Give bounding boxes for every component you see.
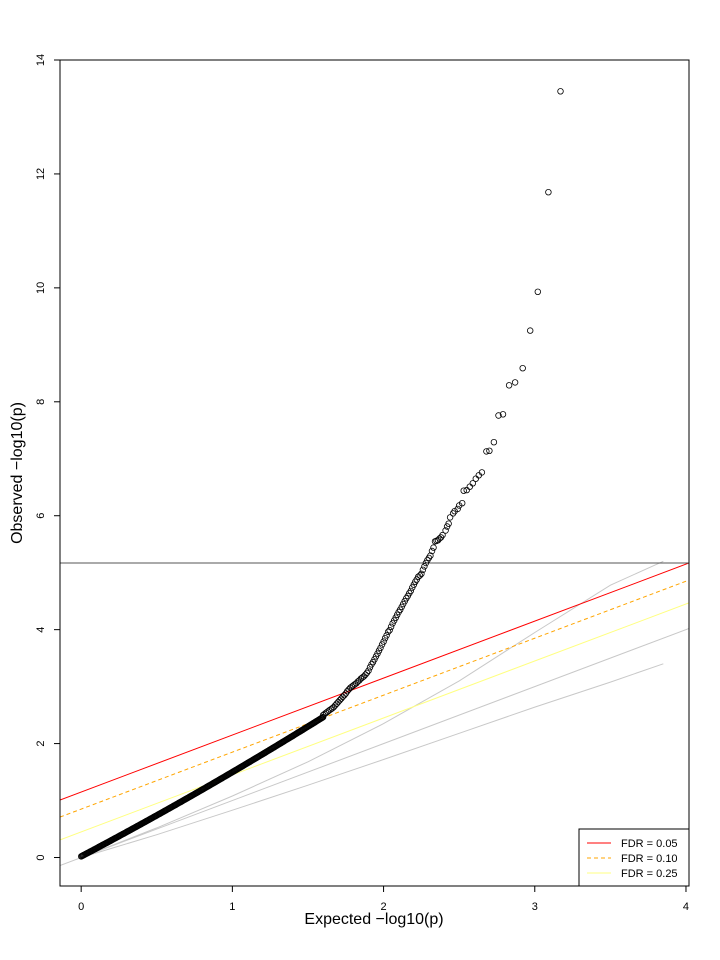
data-point [519, 365, 526, 372]
x-tick-label: 2 [381, 901, 387, 913]
data-point [336, 697, 343, 704]
data-point [431, 538, 439, 545]
data-point [321, 710, 328, 718]
data-point [421, 563, 428, 570]
data-point [466, 483, 473, 490]
series-0 [319, 88, 564, 719]
data-point [428, 547, 436, 555]
data-point [505, 382, 513, 389]
data-point [449, 510, 457, 517]
data-point [557, 88, 564, 95]
data-point [389, 620, 396, 627]
x-axis-title: Expected −log10(p) [304, 911, 443, 928]
data-point [534, 288, 541, 295]
data-point [483, 448, 490, 455]
data-point [381, 635, 389, 642]
data-point [387, 623, 395, 630]
data-point [319, 713, 327, 721]
fdr-line-0 [60, 562, 689, 801]
data-point [386, 627, 393, 634]
x-axis: 0 1 2 3 4 [78, 886, 689, 913]
data-point [495, 412, 502, 419]
y-axis-title: Observed −log10(p) [9, 402, 26, 544]
data-point [511, 379, 519, 386]
data-point [527, 327, 534, 334]
data-point [333, 700, 340, 707]
envelope-line-0 [60, 628, 689, 866]
y-tick-label: 2 [35, 741, 47, 747]
data-point [409, 584, 416, 591]
dense-points-group [77, 713, 327, 860]
data-point [446, 514, 454, 521]
data-point [460, 487, 467, 494]
y-tick-label: 8 [35, 399, 47, 405]
data-point [335, 698, 342, 706]
data-point [463, 486, 470, 494]
data-point [545, 188, 552, 196]
x-tick-label: 3 [532, 901, 538, 913]
y-tick-label: 4 [35, 627, 47, 633]
y-tick-label: 14 [35, 54, 47, 66]
fdr-line-2 [60, 602, 689, 841]
data-point [319, 714, 326, 721]
data-point [416, 572, 424, 579]
data-point [318, 714, 325, 722]
legend-label: FDR = 0.05 [621, 838, 678, 850]
envelope-line-2 [81, 560, 664, 858]
envelope-line-1 [81, 663, 664, 858]
y-tick-label: 10 [35, 282, 47, 294]
data-point [366, 664, 374, 671]
data-point [442, 527, 449, 534]
data-point [422, 559, 430, 567]
data-point [430, 544, 437, 551]
data-point [338, 695, 345, 702]
data-point [419, 566, 427, 573]
data-point [472, 475, 479, 482]
data-point [486, 447, 493, 454]
y-axis: 0 2 4 6 8 10 12 14 [35, 54, 60, 861]
data-point [345, 686, 352, 693]
data-point [384, 628, 392, 636]
data-point [319, 711, 327, 719]
plot-frame [59, 59, 690, 887]
data-point [469, 480, 476, 487]
data-point [490, 439, 498, 446]
x-tick-label: 1 [229, 901, 235, 913]
data-point [378, 641, 386, 648]
legend: FDR = 0.05 FDR = 0.10 FDR = 0.25 [578, 828, 690, 887]
y-tick-label: 12 [35, 168, 47, 180]
x-tick-label: 0 [78, 901, 84, 913]
fdr-line-1 [60, 579, 689, 818]
data-point [456, 502, 463, 509]
data-point [339, 693, 346, 701]
data-point [499, 411, 507, 418]
data-point [443, 523, 451, 530]
y-tick-label: 6 [35, 513, 47, 519]
legend-label: FDR = 0.25 [621, 868, 678, 880]
legend-label: FDR = 0.10 [621, 853, 678, 865]
x-tick-label: 4 [683, 901, 689, 913]
y-tick-label: 0 [35, 854, 47, 860]
